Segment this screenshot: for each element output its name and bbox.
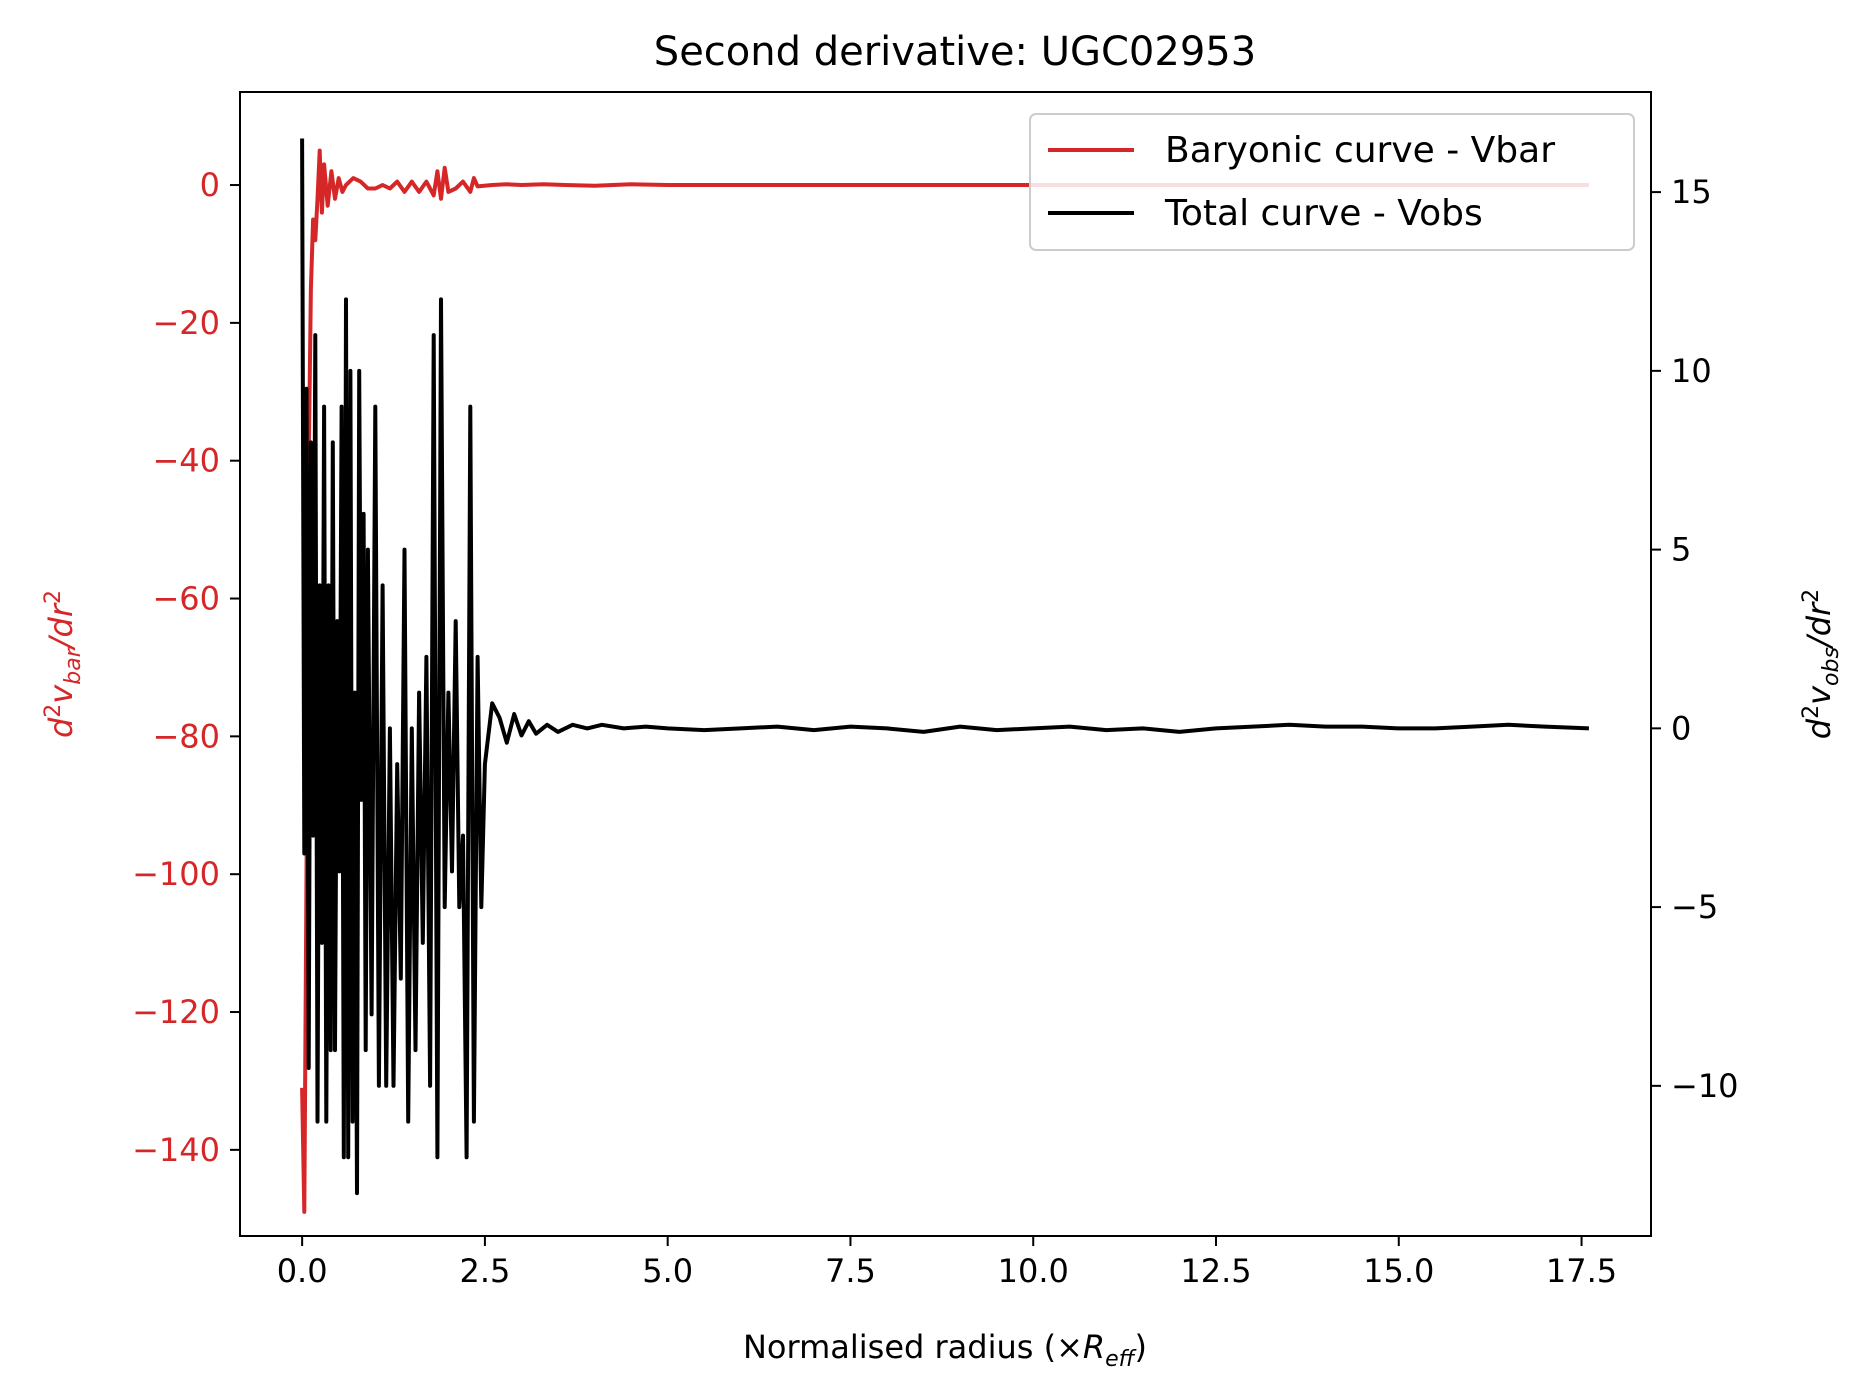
y-right-tick-label: 15 xyxy=(1671,173,1712,211)
legend-label-vbar: Baryonic curve - Vbar xyxy=(1165,130,1555,171)
x-tick-label: 10.0 xyxy=(998,1252,1069,1290)
x-tick-label: 7.5 xyxy=(825,1252,876,1290)
y-left-tick-label: −60 xyxy=(152,580,220,618)
x-tick-label: 2.5 xyxy=(459,1252,510,1290)
legend: Baryonic curve - Vbar Total curve - Vobs xyxy=(1029,113,1635,251)
series-line-vobs xyxy=(300,138,1589,1196)
x-tick-label: 15.0 xyxy=(1363,1252,1434,1290)
x-ticks: 0.0 2.5 5.0 7.5 10.0 12.5 15.0 17.5 xyxy=(277,1236,1617,1290)
x-tick-label: 0.0 xyxy=(277,1252,328,1290)
y-right-tick-label: −5 xyxy=(1671,888,1718,926)
legend-box xyxy=(1029,113,1635,251)
series-line-vbar xyxy=(300,148,1589,1214)
y-left-ticks: 0 −20 −40 −60 −80 −100 −120 −140 xyxy=(132,166,240,1169)
x-tick-label: 17.5 xyxy=(1546,1252,1617,1290)
series-layer xyxy=(300,138,1589,1214)
y-left-tick-label: −100 xyxy=(132,855,220,893)
y-left-tick-label: −140 xyxy=(132,1131,220,1169)
x-axis-label-sub: eff xyxy=(1105,1347,1137,1372)
y-left-tick-label: −40 xyxy=(152,442,220,480)
y-right-axis-label: d2vobs/dr2 xyxy=(1799,589,1844,739)
chart-title: Second derivative: UGC02953 xyxy=(654,29,1256,75)
y-left-axis-label: d2vbar/dr2 xyxy=(41,590,86,738)
y-left-tick-label: −120 xyxy=(132,993,220,1031)
x-axis-label-r: R xyxy=(1083,1328,1105,1366)
y-left-axis-label-group: d2vbar/dr2 xyxy=(41,590,86,738)
y-right-tick-label: 5 xyxy=(1671,531,1691,569)
y-right-tick-label: 10 xyxy=(1671,352,1712,390)
y-right-axis-label-group: d2vobs/dr2 xyxy=(1799,589,1844,739)
x-axis-label: Normalised radius (×Reff) xyxy=(743,1328,1147,1372)
y-right-tick-label: 0 xyxy=(1671,709,1691,747)
x-tick-label: 12.5 xyxy=(1180,1252,1251,1290)
y-left-tick-label: −20 xyxy=(152,304,220,342)
plot-frame xyxy=(239,91,1652,1237)
y-right-tick-label: −10 xyxy=(1671,1067,1739,1105)
y-right-ticks: 15 10 5 0 −5 −10 xyxy=(1651,173,1739,1105)
x-axis-label-main: Normalised radius (× xyxy=(743,1328,1083,1366)
legend-label-vobs: Total curve - Vobs xyxy=(1164,193,1483,234)
y-left-tick-label: −80 xyxy=(152,717,220,755)
x-tick-label: 5.0 xyxy=(642,1252,693,1290)
y-left-tick-label: 0 xyxy=(200,166,220,204)
x-axis-label-close: ) xyxy=(1135,1328,1147,1366)
